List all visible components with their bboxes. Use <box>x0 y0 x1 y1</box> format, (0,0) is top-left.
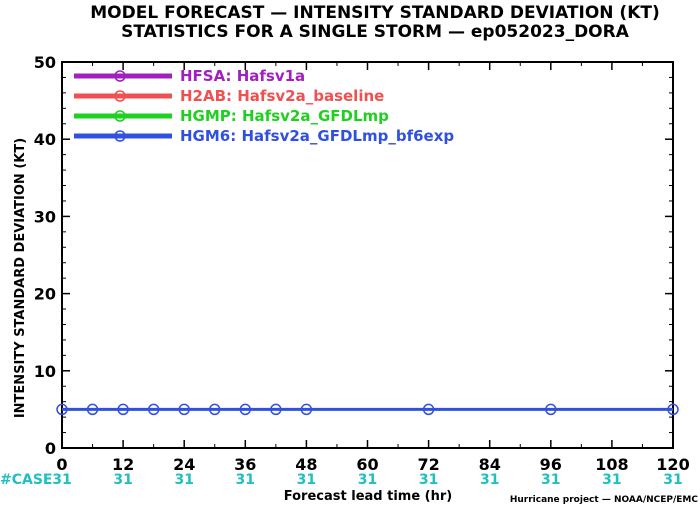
chart-title-line1: MODEL FORECAST — INTENSITY STANDARD DEVI… <box>90 3 659 23</box>
series-point <box>209 403 221 416</box>
series-point <box>147 403 160 416</box>
case-label: #CASE <box>0 472 53 488</box>
x-tick-label: 36 <box>234 455 256 474</box>
y-tick-label: 10 <box>34 362 56 381</box>
legend-label: HGMP: Hafsv2a_GFDLmp <box>180 107 389 125</box>
x-tick-label: 120 <box>656 455 689 474</box>
plot-axes: 0 12 24 36 48 60 72 84 96 108 120 0 10 20 30 40 50 <box>34 53 690 474</box>
case-count: 31 <box>358 472 377 488</box>
x-tick-label: 108 <box>595 455 628 474</box>
y-axis-label: INTENSITY STANDARD DEVIATION (KT) <box>13 138 28 418</box>
x-tick-label: 60 <box>356 455 378 474</box>
case-counts: #CASE 31 31 31 31 31 31 31 31 31 31 31 <box>0 472 683 488</box>
case-count: 31 <box>52 472 71 488</box>
legend-label: HFSA: Hafsv1a <box>180 67 305 85</box>
series-point <box>178 403 190 416</box>
case-count: 31 <box>174 472 193 488</box>
legend-label: H2AB: Hafsv2a_baseline <box>180 87 384 105</box>
series-point <box>239 403 252 416</box>
case-count: 31 <box>297 472 316 488</box>
legend: HFSA: Hafsv1a H2AB: Hafsv2a_baseline HGMP:… <box>74 67 454 145</box>
case-count: 31 <box>602 472 621 488</box>
series-point <box>86 403 99 416</box>
x-tick-label: 12 <box>112 455 134 474</box>
series-point <box>117 403 129 416</box>
series-layer <box>56 403 679 416</box>
case-count: 31 <box>663 472 682 488</box>
legend-marker <box>114 110 126 122</box>
case-count: 31 <box>419 472 438 488</box>
x-tick-label: 0 <box>56 455 67 474</box>
series-point <box>422 403 435 416</box>
x-tick-label: 84 <box>479 455 501 474</box>
x-tick-label: 72 <box>417 455 439 474</box>
legend-marker <box>114 130 126 142</box>
x-axis-label: Forecast lead time (hr) <box>284 489 452 504</box>
credit-text: Hurricane project — NOAA/NCEP/EMC <box>510 495 699 505</box>
y-tick-label: 30 <box>34 207 56 226</box>
y-tick-label: 40 <box>34 130 56 149</box>
x-tick-label: 24 <box>173 455 195 474</box>
legend-marker <box>114 90 126 102</box>
case-count: 31 <box>541 472 560 488</box>
x-tick-label: 48 <box>295 455 317 474</box>
chart-title-line2: STATISTICS FOR A SINGLE STORM — ep052023… <box>121 22 630 42</box>
y-tick-label: 20 <box>34 285 56 304</box>
y-tick-label: 50 <box>34 53 56 72</box>
series-point <box>300 403 313 416</box>
series-point <box>270 403 282 416</box>
series-point <box>545 403 557 416</box>
x-tick-label: 96 <box>540 455 562 474</box>
series-point <box>56 403 68 416</box>
y-tick-label: 0 <box>45 439 56 458</box>
legend-marker <box>114 70 126 82</box>
case-count: 31 <box>113 472 132 488</box>
case-count: 31 <box>480 472 499 488</box>
series-point <box>667 403 679 416</box>
legend-label: HGM6: Hafsv2a_GFDLmp_bf6exp <box>180 127 454 145</box>
case-count: 31 <box>236 472 255 488</box>
